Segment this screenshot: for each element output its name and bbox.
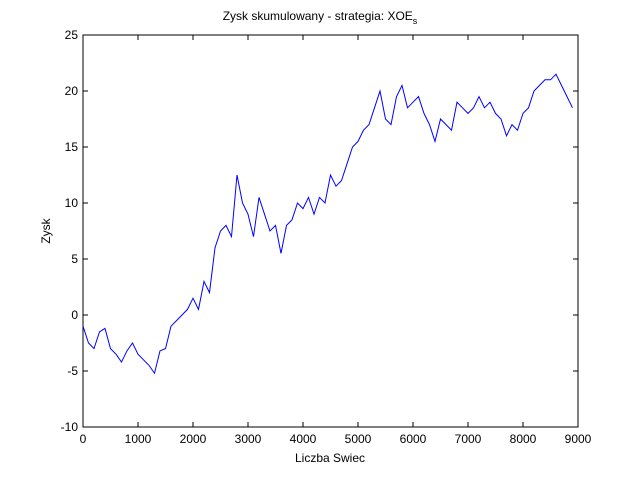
title-subscript: s: [413, 16, 418, 26]
y-tick-label: 5: [71, 252, 78, 266]
x-tick-label: 7000: [455, 432, 482, 446]
y-tick-label: 25: [65, 28, 79, 42]
y-tick-label: -10: [61, 420, 79, 434]
title-main: Zysk skumulowany - strategia: XOE: [223, 9, 413, 23]
y-tick-label: 15: [65, 140, 79, 154]
y-tick-label: 10: [65, 196, 79, 210]
chart-title: Zysk skumulowany - strategia: XOEs: [223, 9, 418, 26]
y-tick-label: 0: [71, 308, 78, 322]
x-tick-label: 8000: [510, 432, 537, 446]
x-tick-label: 6000: [400, 432, 427, 446]
x-tick-label: 9000: [565, 432, 592, 446]
x-tick-label: 4000: [290, 432, 317, 446]
x-tick-label: 0: [80, 432, 87, 446]
x-tick-label: 1000: [125, 432, 152, 446]
x-axis-label: Liczba Swiec: [295, 451, 365, 465]
y-axis-label: Zysk: [39, 217, 53, 243]
data-line: [82, 73, 573, 375]
x-tick-label: 5000: [345, 432, 372, 446]
x-tick-label: 2000: [180, 432, 207, 446]
y-tick-label: 20: [65, 84, 79, 98]
x-tick-label: 3000: [235, 432, 262, 446]
y-tick-label: -5: [67, 364, 78, 378]
plot-frame: [82, 34, 579, 428]
